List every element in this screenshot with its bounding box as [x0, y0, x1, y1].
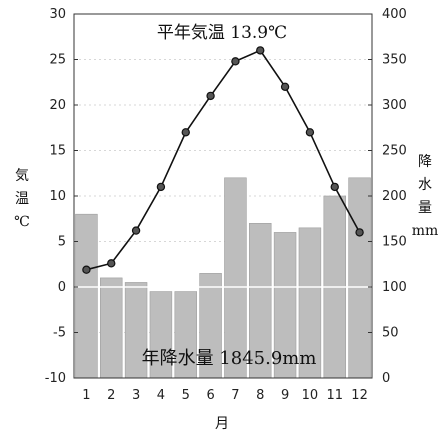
temperature-axis-title-char: 気	[15, 168, 29, 184]
temperature-axis: -10 -5 0 5 10 15 20 25 30	[45, 7, 78, 386]
temperature-point	[256, 46, 265, 55]
temperature-line	[86, 49, 361, 271]
temperature-point	[206, 91, 215, 101]
precipitation-bar	[75, 213, 98, 379]
month-tick-label: 2	[107, 388, 115, 403]
precipitation-tick-label: 350	[382, 53, 407, 68]
temperature-tick-label: 15	[49, 144, 66, 159]
month-tick-label: 5	[182, 388, 190, 403]
temperature-axis-title-char: ℃	[14, 214, 30, 230]
temperature-tick-label: 10	[49, 189, 66, 204]
month-tick-label: 9	[281, 388, 289, 403]
month-tick-label: 12	[351, 388, 368, 403]
temperature-point	[107, 259, 116, 268]
month-tick-label: 1	[82, 388, 90, 403]
temperature-tick-label: -5	[53, 326, 66, 341]
temperature-points	[82, 46, 364, 274]
temperature-tick-label: -10	[45, 371, 66, 386]
temperature-point	[355, 228, 364, 237]
precipitation-tick-label: 0	[382, 371, 390, 386]
precipitation-tick-label: 200	[382, 189, 407, 204]
temperature-point	[181, 128, 190, 137]
temperature-point	[82, 265, 91, 274]
temperature-axis-title: 気温 ℃	[14, 168, 30, 230]
precipitation-tick-label: 250	[382, 144, 407, 159]
temperature-point	[280, 82, 290, 92]
month-tick-label: 8	[256, 388, 264, 403]
month-tick-label: 3	[132, 388, 140, 403]
temperature-point	[231, 57, 240, 66]
precipitation-axis: 0 50 100 150 200 250 300 350 400	[368, 7, 407, 386]
month-axis: 1 2 3 4 5 6 7 8 9 10 11 12	[82, 388, 368, 403]
temperature-tick-label: 0	[58, 280, 66, 295]
precipitation-tick-label: 100	[382, 280, 407, 295]
temperature-point	[131, 226, 141, 235]
month-tick-label: 7	[231, 388, 239, 403]
precipitation-bar	[100, 277, 123, 379]
precipitation-tick-label: 300	[382, 98, 407, 113]
precipitation-bar	[348, 177, 371, 379]
temperature-axis-title-char: 温	[15, 191, 29, 207]
month-tick-label: 6	[206, 388, 214, 403]
chart-title: 平年気温 13.9℃	[157, 23, 287, 43]
temperature-point	[156, 182, 166, 192]
precipitation-axis-title-char: mm	[412, 223, 439, 239]
precipitation-axis-title-char: 水	[418, 177, 432, 193]
temperature-tick-label: 5	[58, 235, 66, 250]
temperature-tick-label: 30	[49, 7, 66, 22]
temperature-tick-label: 25	[49, 53, 66, 68]
precipitation-tick-label: 50	[382, 326, 399, 341]
month-tick-label: 4	[157, 388, 165, 403]
precipitation-axis-title-char: 量	[418, 200, 432, 216]
temperature-tick-label: 20	[49, 98, 66, 113]
precipitation-tick-label: 400	[382, 7, 407, 22]
precipitation-axis-title-char: 降	[418, 154, 432, 170]
month-tick-label: 11	[326, 388, 343, 403]
month-tick-label: 10	[302, 388, 319, 403]
temperature-point	[330, 182, 339, 192]
annual-precipitation-label: 年降水量 1845.9mm	[142, 348, 317, 369]
temperature-point	[305, 128, 315, 137]
precipitation-axis-title: 降水量 mm	[412, 154, 439, 239]
precipitation-tick-label: 150	[382, 235, 407, 250]
month-axis-title: 月	[215, 416, 229, 432]
